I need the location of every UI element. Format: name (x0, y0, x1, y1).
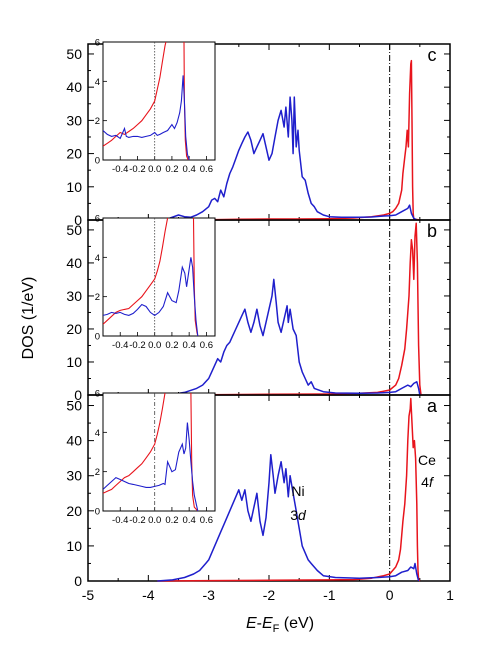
y-tick-label: 10 (66, 538, 82, 554)
inset-ce-4f-peak-edge (190, 393, 199, 511)
inset-y-tick-label: 0 (95, 507, 100, 518)
ce-orbital-number: 4 (421, 474, 429, 490)
panel-letter: b (427, 221, 437, 241)
inset-y-tick-label: 4 (95, 253, 100, 264)
y-tick-label: 30 (66, 468, 82, 484)
x-tick-label: -2 (263, 587, 276, 603)
inset-ni-3d-curve (103, 257, 199, 336)
inset-x-tick-label: 0.4 (183, 515, 196, 526)
inset-y-tick-label: 0 (95, 156, 100, 167)
panel-letter: c (428, 45, 437, 65)
inset-curves (103, 218, 199, 336)
inset-x-tick-label: 0.6 (200, 515, 213, 526)
x-axis-label-e: E (246, 615, 257, 632)
inset-x-tick-label: 0.6 (200, 340, 213, 351)
y-tick-label: 50 (66, 398, 82, 414)
inset-x-tick-label: 0.2 (165, 164, 178, 175)
inset-y-tick-label: 4 (95, 428, 100, 439)
inset-frame (102, 217, 216, 337)
ni-label: Ni (291, 483, 304, 499)
inset-frame (102, 392, 216, 512)
y-tick-label: 0 (74, 573, 82, 589)
panel-c: 0 10 20 30 40 50 c 0 2 4 6 -0.4 -0.2 0.0 0.2 0.4 0.6 (66, 38, 451, 228)
ni-3d-curve (157, 453, 420, 582)
x-axis-label-e2: E (262, 615, 273, 632)
inset-curves (103, 42, 190, 160)
inset-x-tick-label: 0.4 (183, 340, 196, 351)
x-tick-label: 1 (446, 587, 454, 603)
inset-x-tick-label: -0.2 (129, 515, 145, 526)
inset-y-tick-label: 6 (95, 38, 100, 49)
inset-x-tick-label: -0.4 (112, 515, 128, 526)
inset-y-tick-label: 2 (95, 116, 100, 127)
inset-x-tick-label: 0.2 (165, 340, 178, 351)
inset-x-tick-label: 0.0 (148, 340, 161, 351)
inset-ni-3d-curve (103, 422, 199, 511)
x-tick-label: 0 (386, 587, 394, 603)
y-tick-label: 40 (66, 79, 82, 95)
ce-orbital-letter: f (429, 474, 435, 490)
y-tick-label: 30 (66, 288, 82, 304)
x-tick-label: -5 (82, 587, 95, 603)
y-tick-label: 30 (66, 112, 82, 128)
x-tick-label: -4 (142, 587, 155, 603)
ce-4f-curve (157, 59, 420, 221)
ni-orbital-label: 3d (290, 507, 307, 523)
inset-c: 0 2 4 6 -0.4 -0.2 0.0 0.2 0.4 0.6 (95, 38, 216, 175)
x-axis-label-sub: F (273, 623, 280, 635)
inset-y-tick-label: 4 (95, 77, 100, 88)
ni-orbital-number: 3 (290, 507, 298, 523)
inset-y-tick-label: 6 (95, 214, 100, 225)
inset-x-tick-label: 0.6 (200, 164, 213, 175)
y-tick-label: 40 (66, 433, 82, 449)
inset-x-tick-label: -0.4 (112, 340, 128, 351)
ce-orbital-label: 4f (421, 474, 435, 490)
inset-x-tick-label: 0.0 (148, 164, 161, 175)
inset-curves (103, 393, 199, 511)
panel-b: 0 10 20 30 40 50 b 0 2 4 6 -0.4 -0.2 0.0 0.2 0.4 0.6 (66, 214, 451, 403)
y-axis-label: DOS (1/eV) (20, 277, 37, 360)
ni-3d-curve (157, 96, 418, 221)
ni-orbital-letter: d (298, 507, 307, 523)
inset-ni-3d-curve (103, 75, 190, 160)
inset-x-tick-label: 0.0 (148, 515, 161, 526)
x-axis-label-sep: - (257, 615, 262, 632)
y-tick-label: 20 (66, 146, 82, 162)
inset-x-tick-label: 0.4 (183, 164, 196, 175)
x-axis: -5 -4 -3 -2 -1 0 1 (82, 587, 454, 603)
inset-x-tick-label: -0.2 (129, 164, 145, 175)
x-axis-label: E-EF (eV) (246, 615, 314, 635)
y-tick-label: 20 (66, 321, 82, 337)
inset-y-tick-label: 2 (95, 467, 100, 478)
inset-b: 0 2 4 6 -0.4 -0.2 0.0 0.2 0.4 0.6 (95, 214, 216, 351)
y-tick-label: 10 (66, 354, 82, 370)
ni-3d-curve (157, 278, 421, 396)
inset-ce-4f-curve (103, 393, 166, 494)
inset-ce-4f-peak-edge (183, 42, 189, 160)
ce-label: Ce (418, 452, 436, 468)
y-tick-label: 50 (66, 46, 82, 62)
y-tick-label: 40 (66, 255, 82, 271)
inset-x-tick-label: -0.2 (129, 340, 145, 351)
inset-a: 0 2 4 6 -0.4 -0.2 0.0 0.2 0.4 0.6 (95, 389, 216, 526)
y-tick-label: 0 (74, 387, 82, 403)
y-tick-label: 20 (66, 503, 82, 519)
inset-frame (102, 41, 216, 161)
x-tick-label: -3 (202, 587, 215, 603)
inset-x-tick-label: 0.2 (165, 515, 178, 526)
inset-y-tick-label: 6 (95, 389, 100, 400)
y-tick-label: 10 (66, 179, 82, 195)
inset-y-tick-label: 2 (95, 292, 100, 303)
x-tick-label: -1 (323, 587, 336, 603)
panel-letter: a (427, 396, 438, 416)
x-axis-label-unit: (eV) (279, 615, 314, 632)
inset-ce-4f-curve (103, 42, 167, 147)
y-tick-label: 0 (74, 212, 82, 228)
y-tick-label: 50 (66, 222, 82, 238)
inset-y-tick-label: 0 (95, 332, 100, 343)
inset-x-tick-label: -0.4 (112, 164, 128, 175)
